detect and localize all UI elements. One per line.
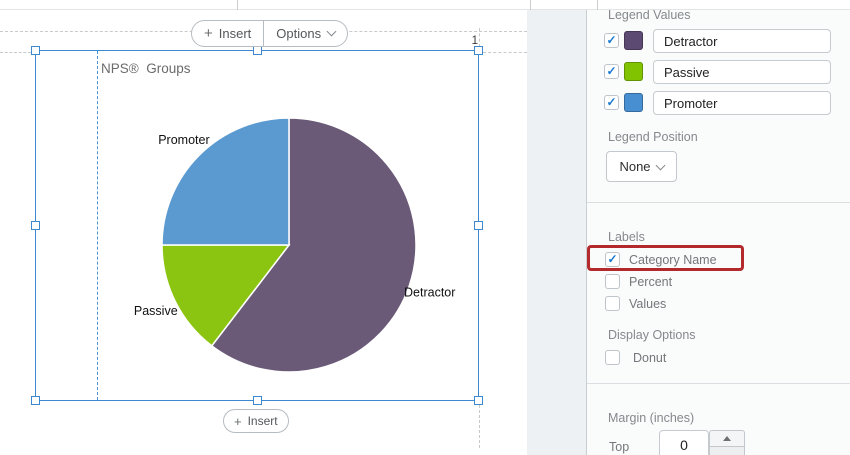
- insert-options-toolbar: + Insert Options: [191, 20, 349, 47]
- resize-handle-top-left[interactable]: [31, 46, 40, 55]
- chevron-down-icon: [655, 160, 665, 170]
- arrow-up-icon: [723, 436, 731, 441]
- legend-item-checkbox-passive[interactable]: [604, 64, 619, 79]
- canvas-panel-gap: [527, 10, 586, 455]
- resize-handle-bottom-left[interactable]: [31, 396, 40, 405]
- values-checkbox[interactable]: [605, 296, 620, 311]
- page-number: 1: [471, 35, 478, 47]
- category-name-label[interactable]: Category Name: [629, 253, 717, 267]
- percent-label[interactable]: Percent: [629, 275, 673, 289]
- section-divider: [587, 383, 850, 384]
- legend-label-input-passive[interactable]: [653, 60, 831, 84]
- legend-color-swatch-detractor[interactable]: [624, 31, 643, 50]
- donut-label[interactable]: Donut: [633, 351, 667, 365]
- display-options-heading: Display Options: [608, 328, 696, 342]
- resize-handle-top-right[interactable]: [474, 46, 483, 55]
- options-button[interactable]: Options: [264, 21, 347, 46]
- resize-handle-middle-right[interactable]: [474, 221, 483, 230]
- stepper-down-button[interactable]: [709, 447, 745, 455]
- stepper-up-button[interactable]: [709, 430, 745, 447]
- margin-top-input[interactable]: [659, 430, 709, 455]
- resize-handle-bottom-right[interactable]: [474, 396, 483, 405]
- legend-color-swatch-passive[interactable]: [624, 62, 643, 81]
- plus-icon: +: [234, 413, 242, 429]
- selection-guide-left: [0, 52, 31, 53]
- header-divider-tick: [597, 0, 598, 10]
- header-divider-tick: [237, 0, 238, 10]
- values-label[interactable]: Values: [629, 297, 667, 311]
- selection-guide-right: [483, 52, 527, 53]
- toolbar-divider: [263, 21, 265, 46]
- chart-settings-panel: Legend Values Legend Position None Label…: [586, 0, 850, 455]
- app-header-bottom-edge: [0, 0, 850, 10]
- percent-checkbox[interactable]: [605, 274, 620, 289]
- chart-selection-box[interactable]: [31, 46, 483, 405]
- chevron-down-icon: [326, 26, 337, 37]
- margin-top-label: Top: [609, 440, 630, 454]
- donut-checkbox[interactable]: [605, 350, 620, 365]
- legend-position-dropdown[interactable]: None: [606, 151, 677, 182]
- insert-button[interactable]: + Insert: [192, 21, 263, 46]
- legend-values-heading: Legend Values: [608, 8, 691, 22]
- selection-guide-up: [479, 28, 480, 47]
- section-divider: [587, 202, 850, 203]
- chart-title: NPS® Groups: [101, 61, 191, 76]
- legend-color-swatch-promoter[interactable]: [624, 93, 643, 112]
- legend-item-checkbox-promoter[interactable]: [604, 95, 619, 110]
- category-name-checkbox[interactable]: [605, 252, 620, 267]
- margin-heading: Margin (inches): [608, 411, 695, 425]
- resize-handle-top-middle[interactable]: [253, 46, 262, 55]
- legend-label-input-promoter[interactable]: [653, 91, 831, 115]
- plus-icon: +: [204, 25, 213, 42]
- legend-item-checkbox-detractor[interactable]: [604, 33, 619, 48]
- margin-top-stepper: [709, 430, 745, 455]
- legend-position-heading: Legend Position: [608, 130, 698, 144]
- insert-button-label: Insert: [218, 26, 252, 41]
- insert-below-button[interactable]: + Insert: [224, 410, 288, 432]
- report-canvas: 1 Detractor Passive Promoter NPS® Groups +…: [0, 20, 527, 448]
- header-divider-tick: [530, 0, 531, 10]
- resize-handle-bottom-middle[interactable]: [253, 396, 262, 405]
- insert-below-button-label: Insert: [247, 414, 278, 428]
- legend-label-input-detractor[interactable]: [653, 29, 831, 53]
- labels-heading: Labels: [608, 230, 645, 244]
- insert-below-toolbar: + Insert: [223, 409, 289, 433]
- text-indent-guide: [97, 51, 98, 400]
- legend-position-value: None: [619, 159, 651, 174]
- resize-handle-middle-left[interactable]: [31, 221, 40, 230]
- options-button-label: Options: [276, 26, 322, 41]
- selection-guide-down: [479, 405, 480, 448]
